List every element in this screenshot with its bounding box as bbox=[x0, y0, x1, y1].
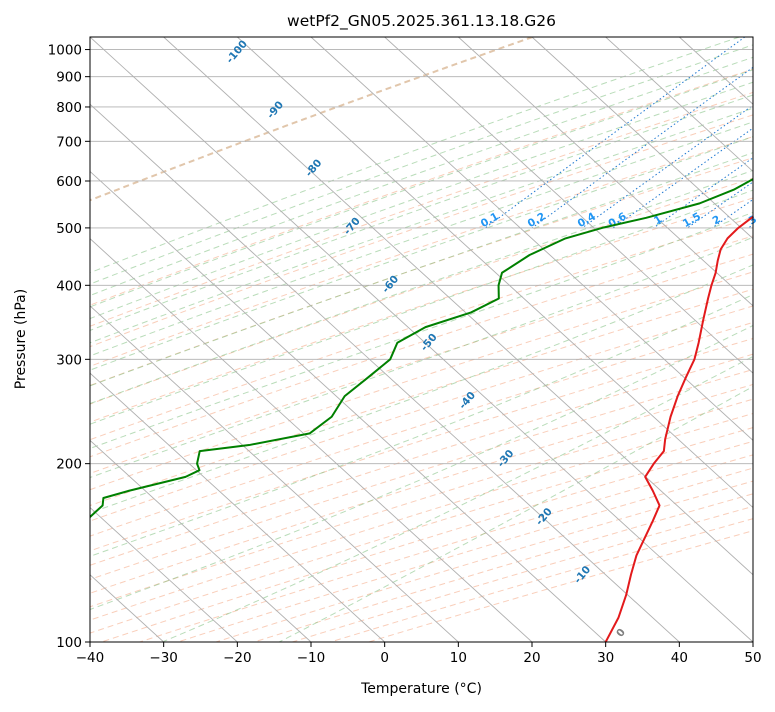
y-tick-label: 800 bbox=[56, 100, 82, 116]
x-tick-label: −40 bbox=[76, 650, 105, 666]
y-axis-label: Pressure (hPa) bbox=[13, 289, 29, 389]
chart-title: wetPf2_GN05.2025.361.13.18.G26 bbox=[287, 12, 556, 31]
y-tick-label: 700 bbox=[56, 134, 82, 150]
x-tick-label: 40 bbox=[671, 650, 688, 666]
x-tick-label: −30 bbox=[149, 650, 178, 666]
x-axis-label: Temperature (°C) bbox=[360, 681, 482, 697]
x-tick-label: 10 bbox=[450, 650, 467, 666]
y-tick-label: 500 bbox=[56, 221, 82, 237]
x-tick-label: 20 bbox=[523, 650, 540, 666]
x-tick-label: −20 bbox=[223, 650, 252, 666]
y-tick-label: 100 bbox=[56, 635, 82, 651]
y-tick-label: 400 bbox=[56, 278, 82, 294]
x-tick-label: 30 bbox=[597, 650, 614, 666]
x-tick-label: 0 bbox=[380, 650, 389, 666]
y-tick-label: 600 bbox=[56, 174, 82, 190]
x-tick-label: 50 bbox=[744, 650, 761, 666]
y-tick-label: 1000 bbox=[48, 43, 82, 59]
x-tick-label: −10 bbox=[297, 650, 326, 666]
y-tick-label: 900 bbox=[56, 70, 82, 86]
y-tick-label: 300 bbox=[56, 352, 82, 368]
y-tick-label: 200 bbox=[56, 457, 82, 473]
